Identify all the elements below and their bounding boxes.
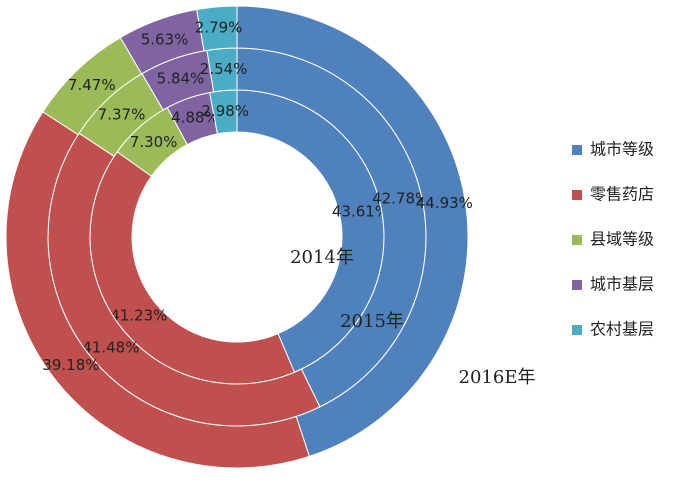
data-label: 41.23% — [110, 306, 167, 324]
legend-text: 农村基层 — [590, 320, 654, 339]
ring-segment — [196, 5, 238, 52]
data-label: 2.79% — [195, 18, 243, 36]
ring-name: 2015年 — [340, 311, 404, 332]
data-label: 42.78% — [372, 190, 429, 208]
data-label: 2.54% — [200, 60, 248, 78]
data-label: 7.37% — [98, 105, 146, 123]
data-label: 43.61% — [332, 202, 389, 220]
ring-name: 2016E年 — [459, 367, 536, 388]
legend-swatch — [572, 325, 582, 335]
legend-text: 城市基层 — [590, 275, 654, 294]
data-label: 41.48% — [82, 338, 139, 356]
legend-text: 县域等级 — [590, 230, 654, 249]
data-label: 4.88% — [171, 109, 219, 127]
legend-text: 城市等级 — [590, 140, 654, 159]
data-label: 39.18% — [42, 356, 99, 374]
data-label: 7.30% — [130, 133, 178, 151]
data-label: 44.93% — [416, 194, 473, 212]
data-label: 5.63% — [141, 30, 189, 48]
legend-swatch — [572, 235, 582, 245]
data-label: 2.98% — [201, 102, 249, 120]
data-label: 7.47% — [68, 76, 116, 94]
ring-name: 2014年 — [290, 247, 354, 268]
ring-segment — [5, 111, 310, 469]
ring-segment — [236, 5, 469, 458]
legend-swatch — [572, 280, 582, 290]
data-label: 5.84% — [157, 69, 205, 87]
legend-text: 零售药店 — [590, 185, 654, 204]
legend-swatch — [572, 190, 582, 200]
legend-swatch — [572, 145, 582, 155]
